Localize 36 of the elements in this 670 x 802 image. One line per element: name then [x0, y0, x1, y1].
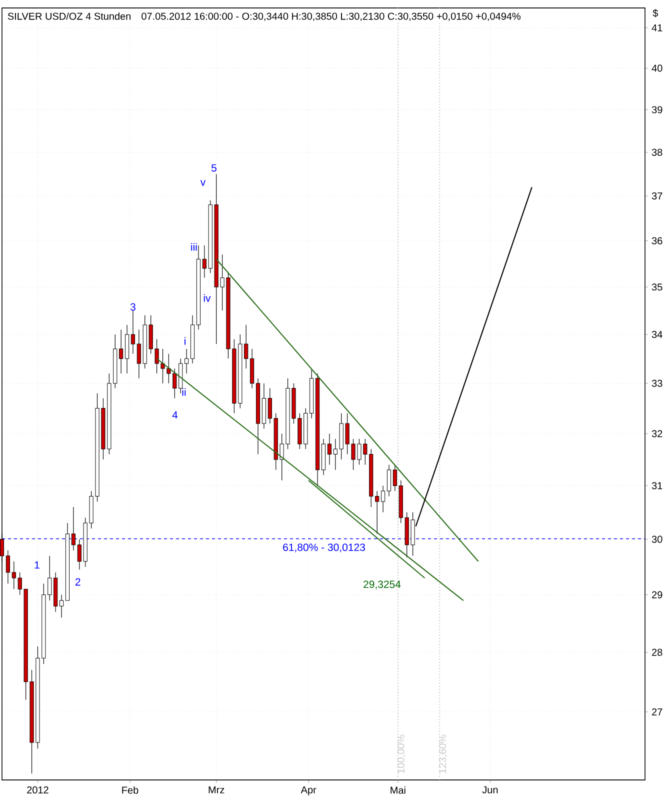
annotation: iii	[191, 243, 197, 251]
annotation: 5	[212, 164, 216, 172]
y-tick-label: 30	[652, 536, 662, 543]
annotation: iv	[204, 294, 211, 302]
y-tick-label: 36	[652, 237, 662, 244]
y-tick-label: 27	[652, 708, 662, 716]
annotation: ii	[182, 388, 186, 396]
x-tick-label: Feb	[122, 786, 138, 794]
annotation: 61,80% - 30,0123	[283, 544, 365, 552]
x-tick-label: 2012	[27, 786, 48, 794]
annotation: 3	[130, 303, 136, 311]
annotation: 29,3254	[364, 580, 401, 590]
y-tick-label: 33	[652, 380, 662, 387]
x-tick-label: Jun	[482, 786, 498, 794]
x-tick-label: Mai	[390, 786, 406, 794]
chart-subtitle: 07.05.2012 16:00:00 - O:30,3440 H:30,3850 L:30,2130 C:30,3550 +0,0150 +0,0494%	[142, 12, 521, 21]
y-tick-label: 29	[652, 591, 662, 598]
y-tick-label: 40	[652, 64, 662, 72]
annotation: 2	[75, 578, 80, 586]
y-tick-label: 34	[652, 330, 662, 338]
y-tick-label: 41	[652, 24, 662, 32]
y-tick-label: 28	[652, 648, 662, 656]
y-tick-label: 38	[652, 148, 662, 156]
chart-title: SILVER USD/OZ 4 Stunden	[8, 12, 131, 20]
x-tick-label: Apr	[300, 786, 316, 796]
annotation: i	[184, 337, 186, 345]
y-axis-title: $	[652, 9, 658, 18]
annotation: v	[200, 180, 206, 186]
x-tick-label: Mrz	[208, 786, 224, 794]
annotation: 4	[172, 411, 178, 419]
y-tick-label: 35	[652, 283, 662, 291]
y-tick-label: 39	[652, 106, 662, 114]
y-tick-label: 37	[652, 192, 662, 200]
y-tick-label: 31	[652, 482, 662, 490]
annotation: 1	[34, 561, 40, 569]
y-tick-label: 32	[652, 430, 662, 438]
